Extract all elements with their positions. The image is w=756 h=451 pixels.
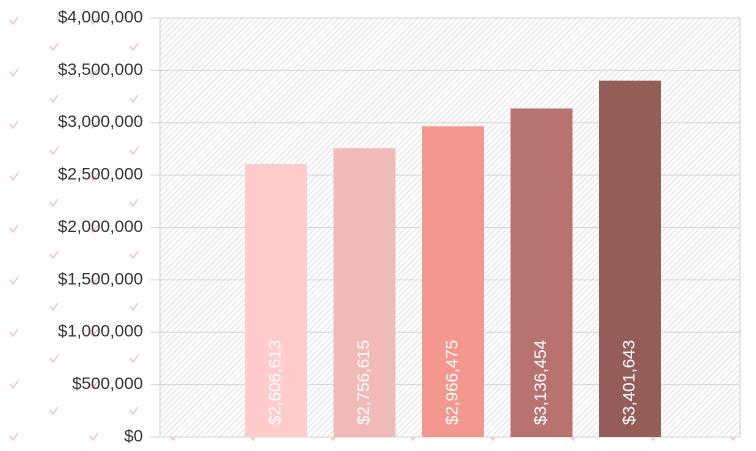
bar [245, 163, 307, 438]
value-label: $3,136,454 [531, 340, 550, 425]
y-tick-label: $500,000 [72, 374, 143, 393]
y-tick-label: $2,000,000 [58, 217, 143, 236]
y-tick-label: $2,500,000 [58, 165, 143, 184]
bar [333, 148, 396, 438]
value-label: $2,756,615 [354, 340, 373, 425]
bar [510, 108, 573, 437]
y-tick-label: $1,000,000 [58, 322, 143, 341]
y-tick-label: $4,000,000 [58, 7, 143, 26]
value-label: $2,606,613 [265, 340, 284, 425]
y-tick-label: $3,000,000 [58, 112, 143, 131]
bar [422, 126, 484, 437]
value-label: $2,966,475 [442, 340, 461, 425]
y-tick-label: $0 [124, 426, 143, 445]
bar [599, 80, 661, 438]
y-tick-label: $1,500,000 [58, 269, 143, 288]
value-label: $3,401,643 [619, 340, 638, 425]
y-tick-label: $3,500,000 [58, 60, 143, 79]
